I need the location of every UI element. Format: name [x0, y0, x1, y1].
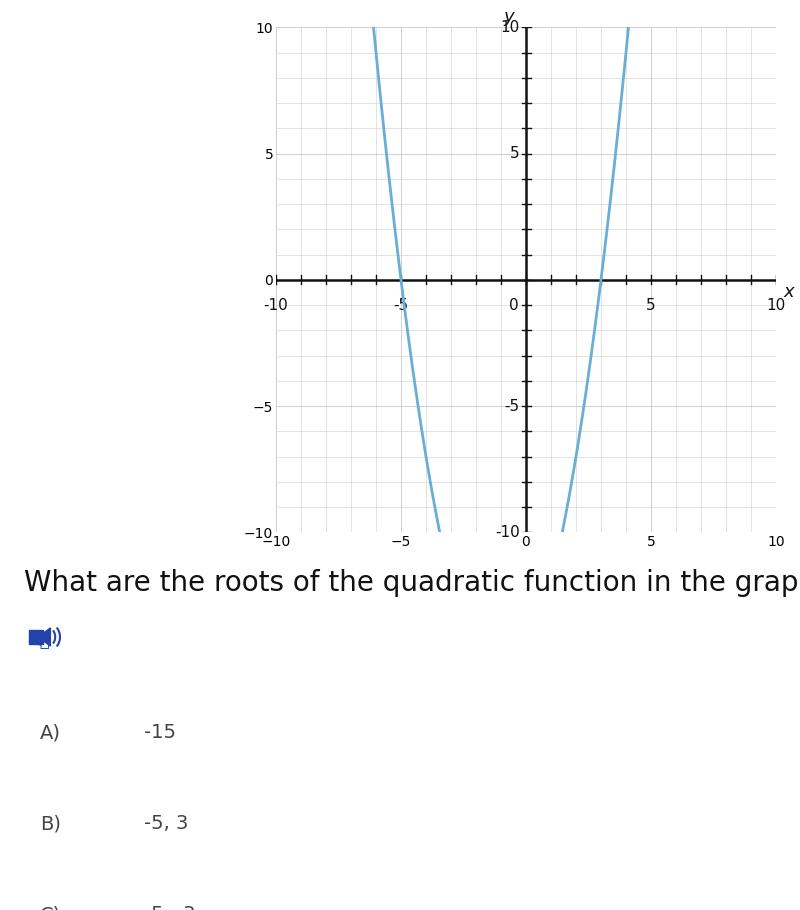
- Text: A): A): [40, 723, 61, 743]
- Text: 5: 5: [510, 147, 520, 161]
- Text: What are the roots of the quadratic function in the graph?: What are the roots of the quadratic func…: [24, 569, 800, 597]
- Text: -5: -5: [505, 399, 520, 413]
- Polygon shape: [29, 630, 43, 644]
- Text: 5: 5: [646, 298, 656, 312]
- Text: x: x: [783, 283, 794, 301]
- Text: y: y: [503, 8, 514, 26]
- Polygon shape: [43, 628, 50, 646]
- Text: -5, 3: -5, 3: [144, 814, 188, 834]
- Text: 10: 10: [501, 20, 520, 35]
- Text: B): B): [40, 814, 61, 834]
- Text: 10: 10: [766, 298, 786, 312]
- Text: C): C): [40, 905, 62, 910]
- Text: 0: 0: [509, 298, 518, 312]
- Text: -5: -5: [394, 298, 409, 312]
- Text: -10: -10: [495, 525, 520, 540]
- Text: -5, -3: -5, -3: [144, 905, 195, 910]
- Text: -10: -10: [264, 298, 288, 312]
- Text: -15: -15: [144, 723, 176, 743]
- Text: ◄⦸: ◄⦸: [28, 632, 50, 651]
